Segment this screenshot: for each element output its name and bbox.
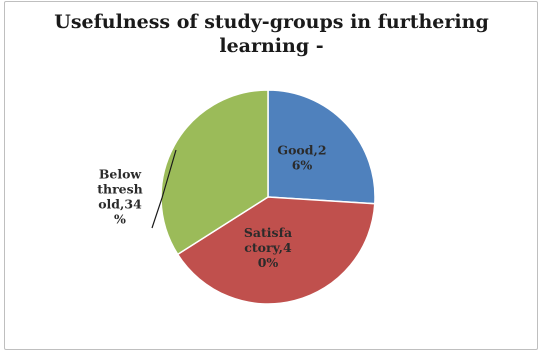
chart-frame xyxy=(4,1,538,350)
chart-title: Usefulness of study-groups in furthering… xyxy=(0,10,543,58)
slice-label-good: Good,2 6% xyxy=(277,143,326,173)
slice-label-below-threshold: Below thresh old,34% xyxy=(97,167,143,227)
chart-title-line-1: Usefulness of study-groups in furthering xyxy=(54,11,489,33)
leader-line-below-threshold xyxy=(151,149,177,229)
chart-title-line-2: learning - xyxy=(219,35,324,57)
pie-slice-below-threshold xyxy=(160,89,269,256)
slice-label-satisfactory: Satisfa ctory,4 0% xyxy=(244,225,292,270)
pie-slice-good xyxy=(267,89,376,205)
